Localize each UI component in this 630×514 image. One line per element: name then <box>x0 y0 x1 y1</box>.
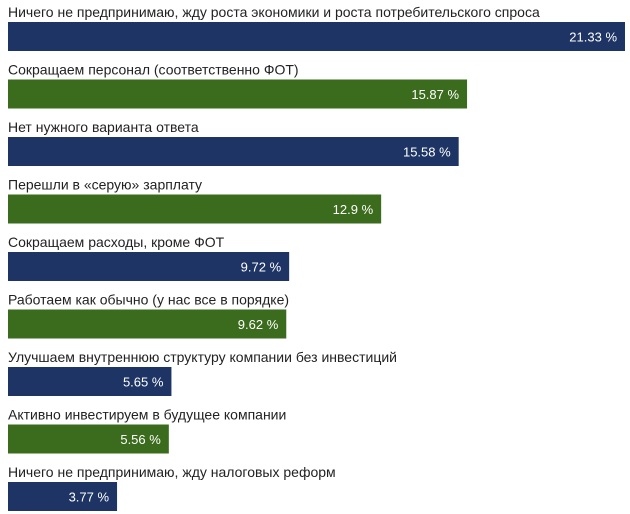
value-label: 3.77 % <box>69 490 110 505</box>
value-label: 5.56 % <box>120 432 161 447</box>
bar <box>8 367 172 396</box>
bar <box>8 252 290 281</box>
value-label: 9.62 % <box>238 317 279 332</box>
bar <box>8 79 468 109</box>
category-label: Улучшаем внутреннюю структуру компании б… <box>8 349 397 365</box>
category-label: Работаем как обычно (у нас все в порядке… <box>8 292 289 308</box>
bar-group: Сокращаем расходы, кроме ФОТ 9.72 % <box>8 234 290 281</box>
bar <box>8 22 625 51</box>
bar-group: Нет нужного варианта ответа 15.58 % <box>8 119 459 166</box>
category-label: Сокращаем расходы, кроме ФОТ <box>8 234 225 250</box>
bar <box>8 137 459 166</box>
value-label: 5.65 % <box>123 375 164 390</box>
bar <box>8 482 118 511</box>
category-label: Сокращаем персонал (соответственно ФОТ) <box>8 62 299 78</box>
bar-group: Работаем как обычно (у нас все в порядке… <box>8 292 289 339</box>
bar <box>8 194 382 224</box>
value-label: 15.58 % <box>403 145 451 160</box>
category-label: Ничего не предпринимаю, жду налоговых ре… <box>8 464 336 480</box>
category-label: Перешли в «серую» зарплату <box>8 177 202 193</box>
bar-group: Улучшаем внутреннюю структуру компании б… <box>8 349 397 396</box>
value-label: 21.33 % <box>569 30 617 45</box>
value-label: 15.87 % <box>411 87 459 102</box>
bar-group: Ничего не предпринимаю, жду роста эконом… <box>8 4 625 51</box>
value-label: 9.72 % <box>241 260 282 275</box>
bar <box>8 309 287 339</box>
value-label: 12.9 % <box>333 202 374 217</box>
bar-group: Перешли в «серую» зарплату 12.9 % <box>8 177 382 224</box>
category-label: Ничего не предпринимаю, жду роста эконом… <box>8 4 540 20</box>
bar-group: Активно инвестируем в будущее компании 5.… <box>8 407 286 454</box>
bar <box>8 424 169 454</box>
category-label: Нет нужного варианта ответа <box>8 119 199 135</box>
bar-group: Сокращаем персонал (соответственно ФОТ) 1… <box>8 62 468 109</box>
category-label: Активно инвестируем в будущее компании <box>8 407 286 423</box>
bar-group: Ничего не предпринимаю, жду налоговых ре… <box>8 464 336 511</box>
